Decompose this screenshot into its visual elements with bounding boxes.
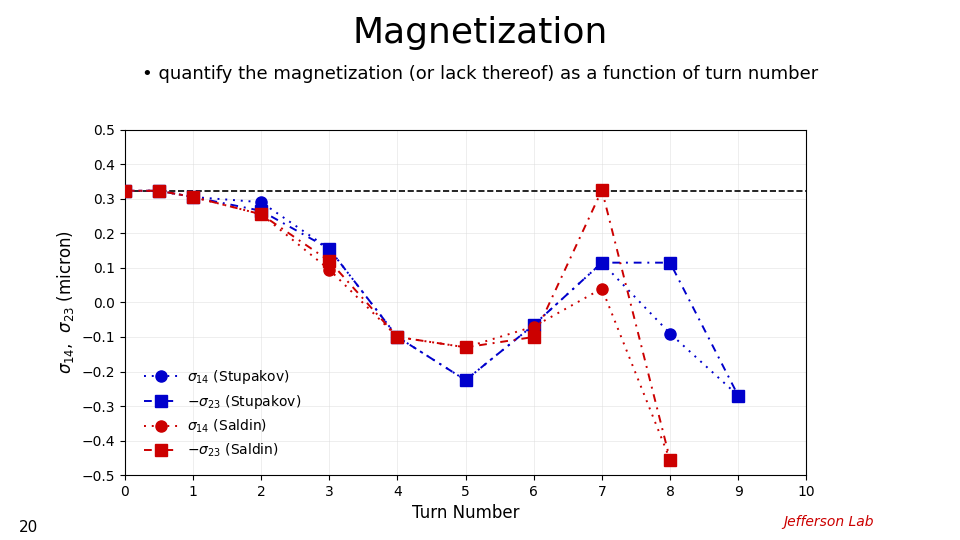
Text: 20: 20 [19,519,38,535]
Legend: $\sigma_{14}$ (Stupakov), $-\sigma_{23}$ (Stupakov), $\sigma_{14}$ (Saldin), $-\: $\sigma_{14}$ (Stupakov), $-\sigma_{23}$… [138,362,307,465]
X-axis label: Turn Number: Turn Number [412,504,519,523]
Text: Jefferson Lab: Jefferson Lab [783,515,874,529]
Text: Magnetization: Magnetization [352,16,608,50]
Y-axis label: $\sigma_{14}$,  $\sigma_{23}$ (micron): $\sigma_{14}$, $\sigma_{23}$ (micron) [55,231,76,374]
Text: • quantify the magnetization (or lack thereof) as a function of turn number: • quantify the magnetization (or lack th… [142,65,818,83]
